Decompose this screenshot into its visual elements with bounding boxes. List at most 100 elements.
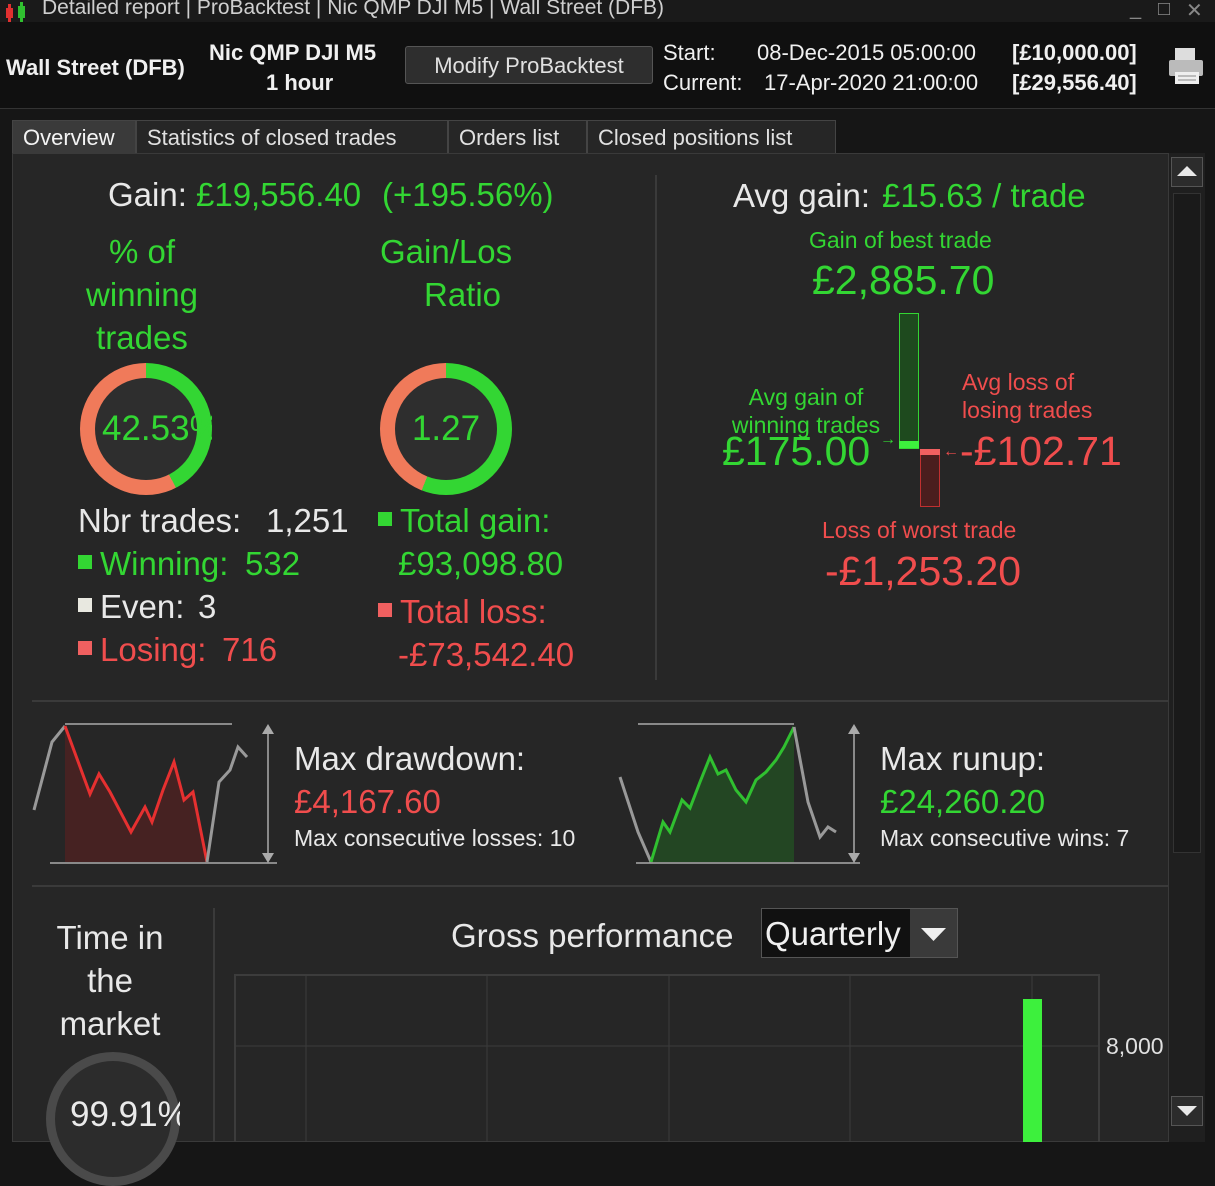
window-title: Detailed report | ProBacktest | Nic QMP … — [42, 0, 665, 19]
max-drawdown-value: £4,167.60 — [294, 783, 441, 820]
avg-gain-label: Avg gain: — [733, 177, 870, 214]
tab-orders-list[interactable]: Orders list — [448, 120, 587, 154]
donut-value-clip: 42.53% — [80, 363, 212, 495]
avg-win-value: £175.00 — [722, 428, 871, 474]
period-select-value: Quarterly — [765, 915, 901, 952]
winning-legend-icon — [78, 555, 92, 569]
donut-center — [95, 378, 197, 480]
gain-percent: (+195.56%) — [382, 176, 554, 213]
tab-closed-positions-list[interactable]: Closed positions list — [587, 120, 836, 154]
winning-label: Winning: — [100, 545, 229, 582]
title-bar: Detailed report | ProBacktest | Nic QMP … — [0, 0, 1215, 22]
start-date: 08-Dec-2015 05:00:00 — [757, 40, 976, 65]
instrument-name: Wall Street (DFB) — [6, 55, 185, 80]
max-consecutive-wins: Max consecutive wins: 7 — [880, 825, 1130, 851]
divider — [655, 175, 657, 680]
runup-sparkline — [618, 723, 860, 864]
label-line: trades — [96, 319, 188, 356]
maximize-icon[interactable]: □ — [1158, 0, 1171, 20]
tab-overview[interactable]: Overview — [12, 120, 136, 154]
axis-tick-label: 8,000 — [1106, 1033, 1164, 1059]
losing-legend-icon — [78, 641, 92, 655]
label-line: Avg loss of — [962, 369, 1075, 395]
donut-value-clip: 99.91% — [46, 1052, 180, 1142]
label-line: the — [87, 962, 133, 999]
losing-label: Losing: — [100, 631, 207, 668]
label-line: Avg gain of — [748, 384, 864, 410]
tab-statistics-closed-trades[interactable]: Statistics of closed trades — [136, 120, 448, 154]
even-legend-icon — [78, 598, 92, 612]
avg-win-label: Avg gain of winning trades — [716, 383, 896, 439]
time-in-market-value: 99.91% — [70, 1095, 180, 1134]
time-in-market-label: Time in the market — [30, 916, 190, 1045]
total-loss-legend-icon — [378, 603, 392, 617]
scrollbar[interactable] — [1169, 153, 1205, 1142]
total-loss-value: -£73,542.40 — [398, 636, 575, 673]
label-line: Time in — [56, 919, 164, 956]
period-select[interactable]: Quarterly — [761, 908, 958, 958]
pct-winning-label: % of winning trades — [62, 230, 222, 359]
label-line: market — [59, 1005, 161, 1042]
max-consecutive-losses: Max consecutive losses: 10 — [294, 825, 576, 851]
total-loss-label: Total loss: — [400, 593, 547, 630]
total-gain-label: Total gain: — [400, 502, 551, 539]
gross-performance-label: Gross performance — [451, 917, 734, 954]
even-value: 3 — [198, 588, 217, 625]
scroll-down-button[interactable] — [1171, 1096, 1203, 1126]
chevron-down-icon[interactable] — [910, 909, 957, 957]
avg-loss-value: -£102.71 — [960, 428, 1122, 474]
arrow-right-icon: → — [880, 431, 896, 448]
avg-loss-marker — [920, 449, 940, 455]
avg-win-marker — [899, 441, 919, 448]
strategy-name: Nic QMP DJI M5 — [209, 40, 377, 65]
total-gain-value: £93,098.80 — [398, 545, 564, 582]
winning-value: 532 — [245, 545, 301, 582]
label-line: Ratio — [424, 276, 502, 313]
nbr-trades-label: Nbr trades: — [78, 502, 242, 539]
avg-loss-label: Avg loss of losing trades — [962, 368, 1092, 424]
best-trade-value: £2,885.70 — [812, 257, 995, 303]
arrow-left-icon: ← — [943, 443, 959, 460]
start-capital: [£10,000.00] — [1012, 40, 1137, 65]
worst-trade-value: -£1,253.20 — [825, 548, 1022, 594]
even-label: Even: — [100, 588, 185, 625]
nbr-trades-value: 1,251 — [266, 502, 349, 539]
best-trade-bar — [899, 313, 919, 449]
start-label: Start: — [663, 40, 716, 65]
label-line: Gain/Loss — [380, 233, 512, 270]
printer-icon[interactable] — [1165, 44, 1209, 88]
donut-center — [395, 378, 497, 480]
minimize-icon[interactable]: _ — [1130, 0, 1142, 20]
drawdown-sparkline — [32, 723, 277, 864]
max-runup-value: £24,260.20 — [880, 783, 1046, 820]
max-runup-label: Max runup: — [880, 740, 1046, 777]
overview-panel — [12, 153, 1169, 1142]
gain-value: £19,556.40 — [196, 176, 362, 213]
label-line: winning — [86, 276, 198, 313]
scroll-thumb[interactable] — [1173, 193, 1201, 853]
avg-gain-value: £15.63 / trade — [882, 177, 1086, 214]
app-logo-icon — [6, 2, 25, 22]
label-line: % of — [108, 233, 176, 270]
gain-label: Gain: — [108, 176, 187, 213]
current-capital: [£29,556.40] — [1012, 70, 1137, 95]
divider — [213, 908, 215, 1142]
gross-performance-chart: 8,000 — [234, 974, 1164, 1142]
worst-trade-label: Loss of worst trade — [822, 517, 1017, 543]
ratio-value: 1.27 — [411, 409, 481, 448]
label-line: winning trades — [731, 412, 881, 438]
pct-winning-value: 42.53% — [102, 409, 212, 448]
close-icon[interactable]: ✕ — [1186, 0, 1203, 22]
label-line: losing trades — [962, 397, 1093, 423]
divider — [32, 885, 1168, 887]
best-trade-label: Gain of best trade — [809, 227, 992, 253]
gain-loss-ratio-label: Gain/Loss Ratio — [380, 230, 512, 316]
max-drawdown-label: Max drawdown: — [294, 740, 526, 777]
modify-probacktest-button[interactable]: Modify ProBacktest — [405, 46, 653, 84]
divider — [32, 700, 1168, 702]
timeframe: 1 hour — [266, 70, 334, 95]
current-label: Current: — [663, 70, 743, 95]
scroll-up-button[interactable] — [1171, 157, 1203, 187]
losing-value: 716 — [222, 631, 278, 668]
total-gain-legend-icon — [378, 512, 392, 526]
